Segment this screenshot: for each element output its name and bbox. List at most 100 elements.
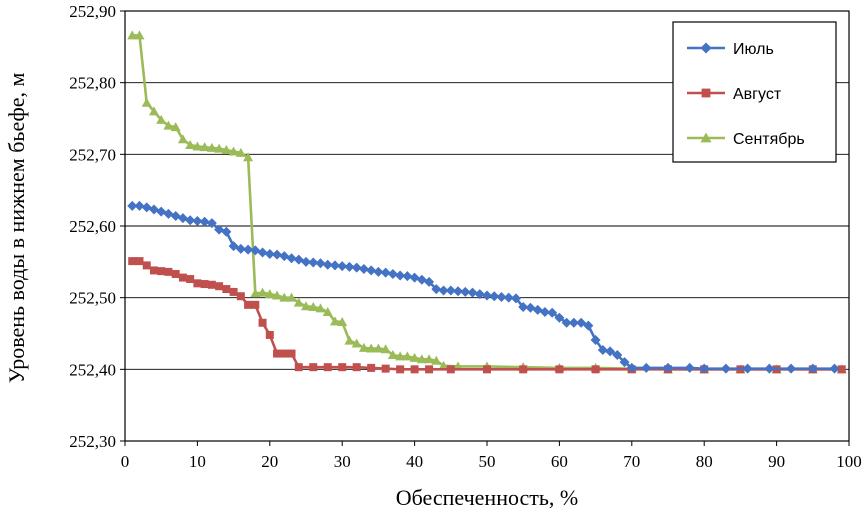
data-point <box>366 265 377 276</box>
data-point <box>396 365 405 374</box>
data-point <box>358 342 369 352</box>
data-point <box>337 261 348 272</box>
data-point <box>215 282 224 291</box>
data-point <box>279 292 290 302</box>
data-point <box>228 146 239 156</box>
data-point <box>228 241 239 252</box>
data-point <box>344 261 355 272</box>
data-point <box>591 365 600 374</box>
data-point <box>264 289 275 299</box>
data-point <box>338 363 347 372</box>
data-point <box>134 30 145 40</box>
data-point <box>323 363 332 372</box>
x-tick-label: 80 <box>696 452 713 471</box>
data-point <box>482 290 492 301</box>
data-point <box>373 343 384 353</box>
data-point <box>367 363 376 372</box>
data-point <box>148 106 159 116</box>
data-point <box>837 365 846 374</box>
data-point <box>293 254 304 265</box>
data-point <box>301 301 311 311</box>
data-point <box>141 97 152 107</box>
y-tick-label: 252,60 <box>69 217 116 236</box>
data-point <box>200 280 209 289</box>
data-point <box>416 354 427 364</box>
x-tick-label: 70 <box>623 452 640 471</box>
data-point <box>387 269 398 280</box>
data-point <box>699 363 710 374</box>
data-point <box>518 301 529 312</box>
data-point <box>221 145 232 155</box>
data-point <box>177 134 188 144</box>
data-point <box>619 357 630 368</box>
data-point <box>221 226 232 237</box>
data-point <box>272 290 283 300</box>
y-tick-label: 252,80 <box>69 74 116 93</box>
data-point <box>199 142 210 152</box>
data-point <box>786 363 797 374</box>
data-point <box>193 279 202 288</box>
legend-marker <box>701 88 711 98</box>
data-point <box>590 334 601 345</box>
data-point <box>250 245 261 256</box>
data-point <box>309 363 318 372</box>
data-point <box>351 262 362 273</box>
x-tick-label: 100 <box>836 452 862 471</box>
legend-marker <box>700 132 712 143</box>
data-point <box>192 141 203 151</box>
data-point <box>178 273 187 282</box>
x-tick-label: 10 <box>189 452 206 471</box>
data-point <box>402 351 413 361</box>
data-point <box>503 292 514 303</box>
data-point <box>170 210 181 221</box>
data-point <box>148 204 159 215</box>
data-point <box>235 147 246 157</box>
data-point <box>525 302 536 313</box>
data-point <box>156 206 167 217</box>
data-point <box>373 266 384 277</box>
data-point <box>720 363 731 374</box>
data-point <box>352 363 361 372</box>
data-point <box>489 291 500 302</box>
data-point <box>576 317 587 328</box>
data-point <box>134 200 145 211</box>
data-point <box>286 253 297 264</box>
data-point <box>157 267 166 276</box>
data-point <box>170 122 181 132</box>
data-point <box>380 267 391 278</box>
series-Июль <box>127 200 840 374</box>
data-point <box>483 365 491 374</box>
data-point <box>322 307 333 316</box>
y-tick-label: 252,40 <box>69 360 116 379</box>
data-point <box>315 258 326 269</box>
data-point <box>329 316 340 326</box>
series-Август <box>128 257 846 374</box>
data-point <box>127 30 138 40</box>
legend: Июль Август Сентябрь <box>672 21 837 163</box>
y-tick-label: 252,50 <box>69 289 116 308</box>
data-point <box>626 362 637 373</box>
legend-marker <box>700 42 712 54</box>
data-point <box>164 267 173 276</box>
data-point <box>561 317 572 328</box>
data-point <box>177 213 188 224</box>
data-point <box>222 285 231 294</box>
data-point <box>127 200 138 211</box>
y-tick-label: 252,30 <box>69 432 116 451</box>
data-point <box>344 335 355 345</box>
data-point <box>207 280 216 289</box>
data-point <box>315 303 326 313</box>
series-line <box>132 204 835 370</box>
data-point <box>409 352 420 362</box>
series-layer <box>127 30 847 374</box>
data-point <box>206 142 217 152</box>
y-tick-label: 252,90 <box>69 2 116 21</box>
x-axis-title: Обеспеченность, % <box>396 485 579 510</box>
data-point <box>279 251 290 262</box>
series-line <box>132 259 842 371</box>
data-point <box>539 307 550 317</box>
data-point <box>214 143 225 153</box>
data-point <box>272 249 283 260</box>
data-point <box>425 365 434 374</box>
